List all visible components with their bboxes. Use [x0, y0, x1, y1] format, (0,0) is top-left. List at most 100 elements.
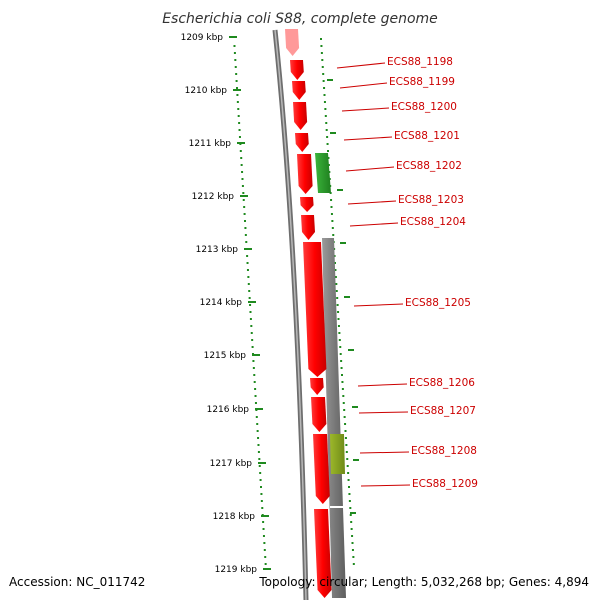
gene-label[interactable]: ECS88_1207	[410, 405, 476, 417]
track-dot	[345, 451, 348, 453]
track-dot	[256, 423, 259, 425]
topology-text: Topology: circular; Length: 5,032,268 bp…	[258, 575, 589, 589]
track-dot	[249, 311, 252, 313]
track-dot	[262, 528, 265, 530]
track-dot	[348, 500, 351, 502]
gene-label[interactable]: ECS88_1209	[412, 478, 478, 490]
track-dot	[260, 486, 263, 488]
genome-backbone-highlight	[274, 29, 307, 600]
track-dot	[322, 73, 325, 75]
track-dot	[326, 143, 329, 145]
track-dot	[264, 556, 267, 558]
track-dot	[252, 360, 255, 362]
track-dot	[350, 521, 353, 523]
track-dot	[340, 367, 343, 369]
gene-label[interactable]: ECS88_1208	[411, 445, 477, 457]
track-dot	[253, 374, 256, 376]
track-dot	[351, 549, 354, 551]
track-dot	[325, 129, 328, 131]
gene-leader-line	[358, 411, 409, 414]
track-dot	[352, 556, 355, 558]
track-dot	[259, 479, 262, 481]
track-dot	[240, 157, 243, 159]
track-dot	[258, 465, 261, 467]
track-dot	[237, 115, 240, 117]
track-dot	[345, 444, 348, 446]
gene-label[interactable]: ECS88_1203	[398, 194, 464, 206]
track-dot	[341, 388, 344, 390]
track-dot	[320, 52, 323, 54]
gene-leader-line	[349, 222, 399, 227]
gene-leader-line	[345, 166, 395, 172]
gene-leader-line	[343, 136, 393, 141]
tick-label: 1219 kbp	[215, 565, 258, 575]
track-dot	[350, 528, 353, 530]
track-dot	[242, 192, 245, 194]
track-dot	[335, 283, 338, 285]
tick-label: 1214 kbp	[200, 298, 243, 308]
reverse-strand-track	[322, 238, 347, 598]
track-dot	[259, 472, 262, 474]
gene-leader-line	[353, 303, 404, 307]
track-dot	[249, 318, 252, 320]
track-dot	[250, 325, 253, 327]
track-dot	[236, 101, 239, 103]
gene-arrow	[301, 215, 315, 240]
track-dot	[331, 220, 334, 222]
track-dot	[331, 227, 334, 229]
track-dot	[341, 381, 344, 383]
track-dot	[254, 402, 257, 404]
track-dot	[323, 94, 326, 96]
track-dot	[241, 171, 244, 173]
track-dot	[342, 402, 345, 404]
gene-leader-line	[341, 107, 390, 112]
track-dot	[235, 73, 238, 75]
tick-label: 1217 kbp	[210, 459, 253, 469]
track-dot	[344, 430, 347, 432]
track-dot	[323, 101, 326, 103]
track-dot	[246, 269, 249, 271]
gene-arrow	[290, 60, 304, 80]
gene-label[interactable]: ECS88_1199	[389, 76, 455, 88]
track-dot	[237, 108, 240, 110]
track-dot	[342, 395, 345, 397]
gene-label[interactable]: ECS88_1201	[394, 130, 460, 142]
track-dot	[327, 150, 329, 152]
gene-arrow	[293, 102, 308, 130]
gene-arrow	[285, 29, 300, 56]
track-dot	[324, 108, 327, 110]
track-dot	[234, 59, 237, 61]
track-dot	[258, 458, 261, 460]
track-dot	[335, 290, 338, 292]
gene-label[interactable]: ECS88_1200	[391, 101, 457, 113]
track-dot	[245, 248, 248, 250]
track-dot	[257, 451, 260, 453]
gene-arrow	[300, 197, 314, 212]
gene-label[interactable]: ECS88_1204	[400, 216, 466, 228]
gene-arrow	[310, 378, 324, 395]
track-dot	[262, 521, 265, 523]
track-dot	[250, 332, 253, 334]
track-dot	[242, 199, 245, 201]
track-dot	[324, 115, 327, 117]
track-dot	[334, 269, 337, 271]
gene-label[interactable]: ECS88_1205	[405, 297, 471, 309]
gene-label[interactable]: ECS88_1198	[387, 56, 453, 68]
track-dot	[320, 38, 322, 40]
track-dot	[234, 66, 237, 68]
track-dot	[254, 395, 257, 397]
gene-label[interactable]: ECS88_1202	[396, 160, 462, 172]
track-dot	[236, 94, 239, 96]
track-dot	[247, 283, 250, 285]
reverse-strand-highlight	[330, 434, 345, 474]
track-dot	[337, 325, 340, 327]
tick-label: 1216 kbp	[207, 405, 250, 415]
track-dot	[339, 353, 342, 355]
gene-label[interactable]: ECS88_1206	[409, 377, 475, 389]
accession-text: Accession: NC_011742	[9, 575, 145, 589]
gene-arrow	[313, 434, 330, 504]
gene-arrow	[314, 509, 332, 598]
track-dot	[327, 157, 330, 159]
